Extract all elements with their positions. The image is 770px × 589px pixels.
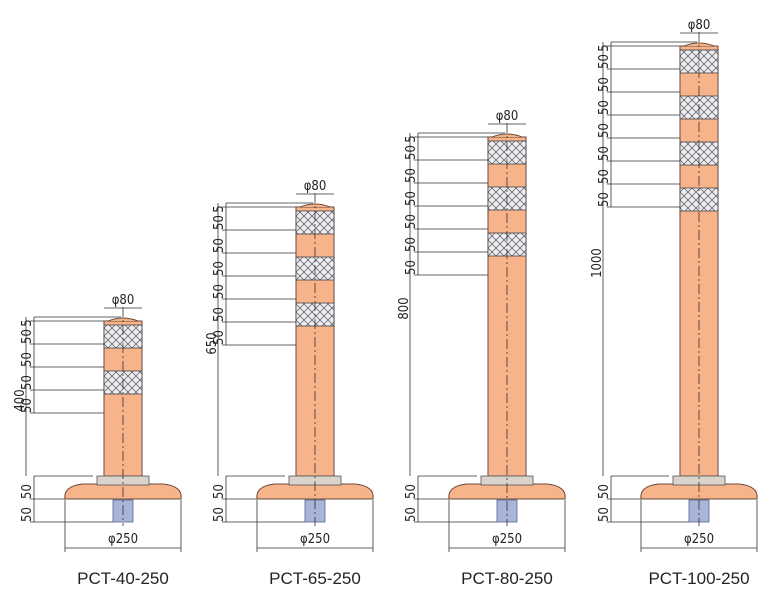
top-diameter-label: φ80 [304, 179, 327, 194]
height-dim-label: 5 [212, 205, 227, 212]
height-dim-label: 50 [597, 146, 612, 161]
height-dim-label: 50 [404, 168, 419, 183]
height-dim-label: 50 [404, 214, 419, 229]
height-dim-label: 50 [20, 352, 35, 367]
top-diameter-label: φ80 [688, 18, 711, 33]
height-dim-label: 50 [597, 54, 612, 69]
base-dim-label: 50 [212, 484, 227, 499]
total-height-label: 1000 [590, 248, 605, 278]
height-dim-label: 50 [20, 375, 35, 390]
top-diameter-label: φ80 [496, 109, 519, 124]
height-dim-label: 50 [212, 284, 227, 299]
height-dim-label: 50 [597, 192, 612, 207]
bollard-pct-65-250 [217, 193, 374, 552]
height-dim-label: 50 [597, 100, 612, 115]
base-diameter-label: φ250 [300, 532, 330, 547]
base-diameter-label: φ250 [684, 532, 714, 547]
height-dim-label: 50 [20, 329, 35, 344]
post-cap [107, 317, 139, 322]
height-dim-label: 50 [404, 191, 419, 206]
height-dim-label: 50 [404, 237, 419, 252]
anchor-dim-label: 50 [597, 507, 612, 522]
top-diameter-label: φ80 [112, 293, 135, 308]
height-dim-label: 50 [597, 77, 612, 92]
anchor-dim-label: 50 [212, 507, 227, 522]
base-dim-label: 50 [597, 484, 612, 499]
height-dim-label: 50 [597, 123, 612, 138]
bollard-pct-100-250 [602, 32, 758, 552]
height-dim-label: 50 [212, 238, 227, 253]
height-dim-label: 50 [212, 307, 227, 322]
anchor-dim-label: 50 [404, 507, 419, 522]
bollard-pct-80-250 [409, 123, 566, 552]
base-diameter-label: φ250 [108, 532, 138, 547]
total-height-label: 650 [205, 332, 220, 354]
post-cap [491, 133, 523, 138]
base-diameter-label: φ250 [492, 532, 522, 547]
height-dim-label: 50 [20, 398, 35, 413]
height-dim-label: 5 [20, 319, 35, 326]
post-cap [683, 42, 715, 47]
height-dim-label: 50 [597, 169, 612, 184]
height-dim-label: 50 [212, 215, 227, 230]
base-flange [256, 483, 374, 500]
model-label: PCT-40-250 [77, 569, 169, 588]
height-dim-label: 50 [404, 260, 419, 275]
height-dim-label: 50 [404, 145, 419, 160]
post-cap [299, 203, 331, 208]
height-dim-label: 50 [212, 261, 227, 276]
bollard-pct-40-250 [25, 307, 182, 552]
anchor-dim-label: 50 [20, 507, 35, 522]
base-dim-label: 50 [404, 484, 419, 499]
height-dim-label: 5 [404, 135, 419, 142]
model-label: PCT-80-250 [461, 569, 553, 588]
total-height-label: 400 [13, 389, 28, 411]
total-height-label: 800 [397, 297, 412, 319]
model-label: PCT-100-250 [648, 569, 749, 588]
height-dim-label: 50 [212, 330, 227, 345]
model-label: PCT-65-250 [269, 569, 361, 588]
height-dim-label: 5 [597, 44, 612, 51]
base-dim-label: 50 [20, 484, 35, 499]
